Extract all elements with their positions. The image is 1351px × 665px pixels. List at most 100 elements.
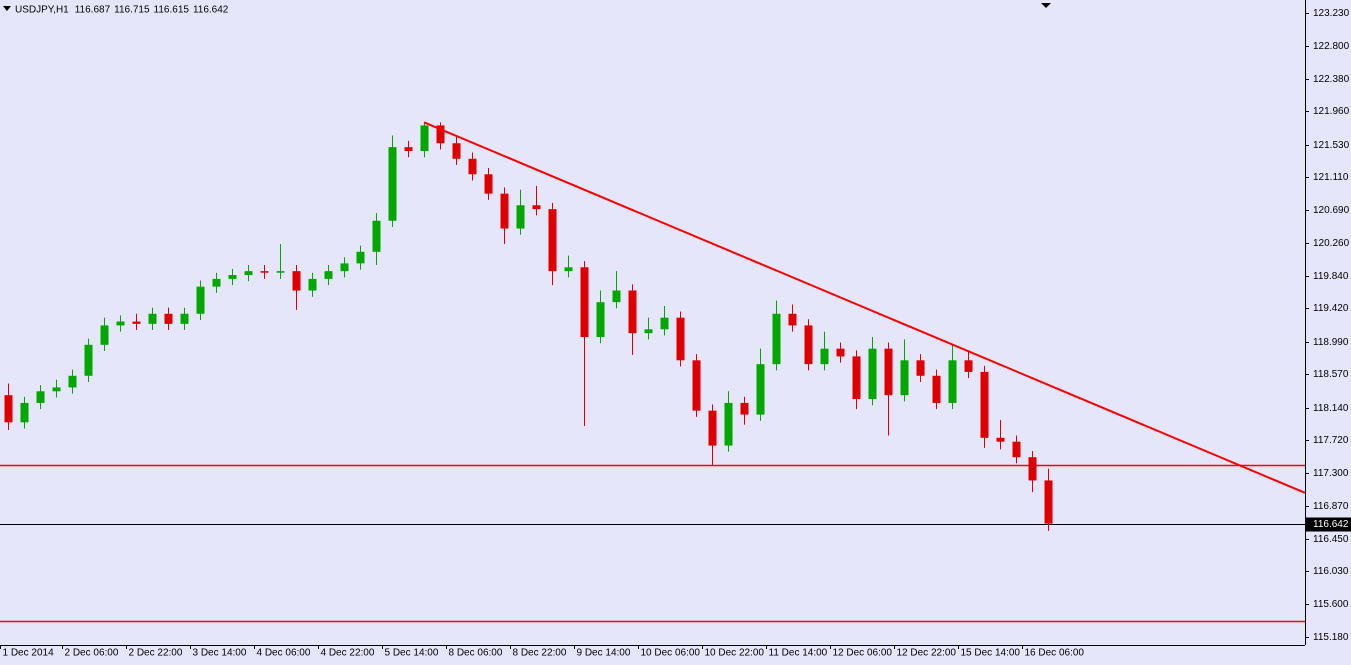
x-tick-label: 16 Dec 06:00 [1025, 648, 1085, 659]
candle-body [1044, 480, 1053, 524]
y-tick-label: 116.030 [1313, 566, 1349, 577]
y-tick-label: 116.450 [1313, 534, 1349, 545]
x-tick-label: 10 Dec 06:00 [641, 648, 701, 659]
candle-body [468, 158, 477, 175]
candle-body [100, 325, 109, 345]
y-tick-label: 121.110 [1313, 172, 1349, 183]
y-tick-label: 115.600 [1313, 599, 1349, 610]
header-value: 116.615 [154, 5, 190, 16]
header-value: 116.687 [75, 5, 111, 16]
candle-body [308, 278, 317, 291]
price-label-box [1306, 517, 1351, 532]
candle-body [260, 271, 269, 273]
candle-body [644, 329, 653, 334]
y-tick-label: 120.690 [1313, 205, 1350, 216]
x-tick-label: 12 Dec 22:00 [897, 648, 957, 659]
candle-body [804, 325, 813, 365]
candle-body [132, 321, 141, 324]
candle-body [484, 174, 493, 194]
x-tick-label: 2 Dec 22:00 [129, 648, 183, 659]
candle-body [148, 313, 157, 324]
x-tick-label: 4 Dec 06:00 [257, 648, 311, 659]
candle-body [868, 348, 877, 400]
y-tick-label: 118.570 [1313, 369, 1349, 380]
candle-body [948, 360, 957, 403]
x-tick-label: 8 Dec 22:00 [513, 648, 567, 659]
candle-body [4, 395, 13, 423]
candle-body [628, 290, 637, 334]
candle-body [244, 271, 253, 276]
shift-marker [1041, 3, 1051, 8]
candle-body [372, 220, 381, 252]
candle-body [660, 317, 669, 330]
candle-body [68, 375, 77, 388]
y-tick-label: 119.420 [1313, 303, 1349, 314]
candle-body [196, 286, 205, 314]
y-tick-label: 122.800 [1313, 41, 1350, 52]
candle-body [404, 147, 413, 151]
candle-body [964, 360, 973, 372]
candle-body [884, 348, 893, 396]
y-tick-label: 117.300 [1313, 468, 1349, 479]
candle-body [836, 348, 845, 357]
candle-body [612, 290, 621, 303]
candle-body [116, 321, 125, 326]
candle-body [20, 402, 29, 423]
header-value: 116.642 [193, 5, 229, 16]
x-tick-label: 5 Dec 14:00 [385, 648, 439, 659]
x-tick-label: 8 Dec 06:00 [449, 648, 503, 659]
trendline [423, 121, 1306, 494]
candle-body [916, 360, 925, 376]
candle-body [692, 360, 701, 411]
y-tick-label: 116.870 [1313, 501, 1349, 512]
candle-body [596, 302, 605, 338]
x-tick-label: 15 Dec 14:00 [961, 648, 1021, 659]
candle-body [452, 143, 461, 159]
plot-area [0, 121, 1306, 623]
candle-body [52, 387, 61, 392]
candle-body [932, 375, 941, 403]
candle-body [1028, 457, 1037, 481]
candle-body [532, 205, 541, 210]
candle-body [980, 371, 989, 438]
y-tick-label: 118.140 [1313, 403, 1349, 414]
y-tick-label: 121.530 [1313, 140, 1350, 151]
candle-body [820, 348, 829, 365]
candle-body [564, 267, 573, 272]
candle-body [180, 313, 189, 324]
candle-body [580, 267, 589, 338]
candle-body [356, 251, 365, 264]
candle-body [84, 344, 93, 376]
candle-body [516, 205, 525, 229]
x-tick-label: 9 Dec 14:00 [577, 648, 631, 659]
candle-body [276, 271, 285, 273]
candle-body [900, 360, 909, 396]
y-tick-label: 115.180 [1313, 632, 1349, 643]
candle-body [740, 402, 749, 415]
candle-body [420, 125, 429, 151]
candle-body [788, 313, 797, 326]
candle-body [724, 402, 733, 446]
candle-body [708, 410, 717, 446]
x-tick-label: 12 Dec 06:00 [833, 648, 893, 659]
candle-body [548, 209, 557, 272]
x-tick-label: 3 Dec 14:00 [193, 648, 247, 659]
candle-body [388, 147, 397, 221]
x-tick-label: 2 Dec 06:00 [65, 648, 119, 659]
candle-body [164, 313, 173, 324]
candle-body [500, 193, 509, 229]
candle-body [772, 313, 781, 365]
candle-body [324, 271, 333, 279]
y-tick-label: 120.260 [1313, 238, 1350, 249]
y-tick-label: 123.230 [1313, 8, 1350, 19]
candle-body [228, 275, 237, 279]
x-tick-label: 4 Dec 22:00 [321, 648, 375, 659]
y-tick-label: 118.990 [1313, 337, 1349, 348]
y-tick-label: 117.720 [1313, 435, 1349, 446]
x-tick-label: 11 Dec 14:00 [769, 648, 828, 659]
symbol-label: USDJPY,H1 [15, 5, 69, 16]
candle-body [292, 271, 301, 291]
y-tick-label: 121.960 [1313, 106, 1350, 117]
